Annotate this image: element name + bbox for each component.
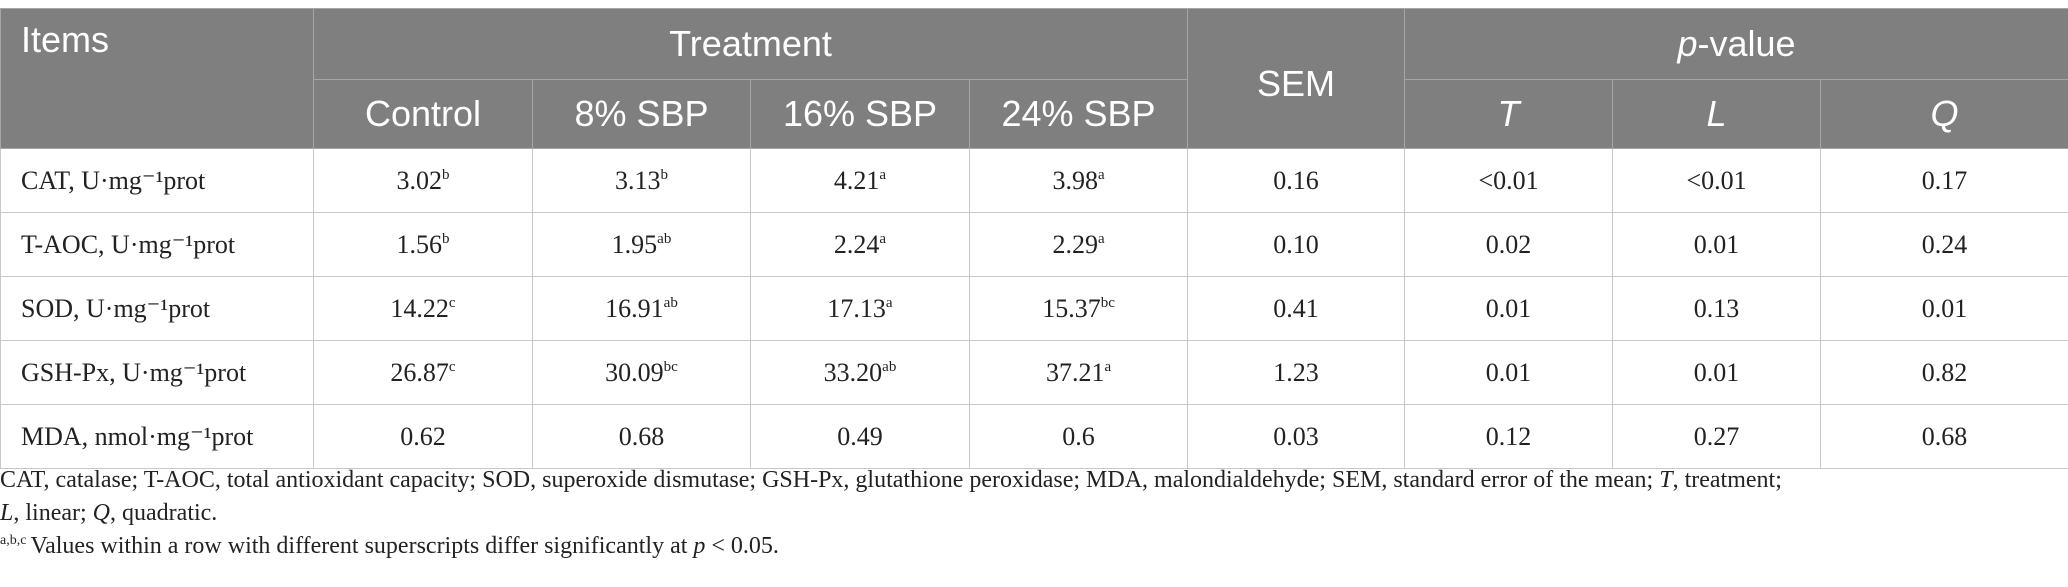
- cell-sem: 0.41: [1187, 276, 1406, 341]
- cell-24-sbp: 3.98a: [968, 148, 1189, 213]
- cell-8-sbp: 3.13b: [532, 148, 751, 213]
- cell-8-sbp: 1.95ab: [532, 212, 751, 277]
- cell-q: 0.68: [1820, 404, 2068, 469]
- row-item: T-AOC, U·mg⁻¹prot: [0, 212, 314, 277]
- cell-8-sbp: 16.91ab: [532, 276, 751, 341]
- header-pvalue: p-value: [1404, 8, 2068, 80]
- cell-l: 0.13: [1612, 276, 1822, 341]
- cell-24-sbp: 2.29a: [968, 212, 1189, 277]
- cell-t: 0.01: [1404, 276, 1614, 341]
- cell-24-sbp: 37.21a: [968, 340, 1189, 405]
- cell-16-sbp: 4.21a: [750, 148, 970, 213]
- cell-8-sbp: 30.09bc: [532, 340, 751, 405]
- header-control: Control: [313, 79, 533, 149]
- header-24-sbp: 24% SBP: [968, 79, 1189, 149]
- cell-t: <0.01: [1404, 148, 1614, 213]
- cell-l: 0.01: [1612, 340, 1822, 405]
- cell-control: 26.87c: [313, 340, 533, 405]
- cell-sem: 1.23: [1187, 340, 1406, 405]
- cell-l: 0.01: [1612, 212, 1822, 277]
- table-row: SOD, U·mg⁻¹prot 14.22c 16.91ab 17.13a 15…: [0, 276, 2068, 341]
- table-row: GSH-Px, U·mg⁻¹prot 26.87c 30.09bc 33.20a…: [0, 340, 2068, 405]
- table-row: MDA, nmol·mg⁻¹prot 0.62 0.68 0.49 0.6 0.…: [0, 404, 2068, 469]
- cell-8-sbp: 0.68: [532, 404, 751, 469]
- cell-sem: 0.10: [1187, 212, 1406, 277]
- header-pvalue-p: p: [1677, 23, 1698, 64]
- header-items: Items: [0, 8, 314, 149]
- cell-sem: 0.16: [1187, 148, 1406, 213]
- cell-l: <0.01: [1612, 148, 1822, 213]
- header-treatment: Treatment: [312, 8, 1189, 80]
- cell-t: 0.01: [1404, 340, 1614, 405]
- abbreviation-note: CAT, catalase; T-AOC, total antioxidant …: [0, 467, 1782, 526]
- cell-t: 0.12: [1404, 404, 1614, 469]
- table-row: CAT, U·mg⁻¹prot 3.02b 3.13b 4.21a 3.98a …: [0, 148, 2068, 213]
- row-item: CAT, U·mg⁻¹prot: [0, 148, 314, 213]
- cell-q: 0.01: [1820, 276, 2068, 341]
- header-t: T: [1404, 79, 1614, 149]
- row-item: GSH-Px, U·mg⁻¹prot: [0, 340, 314, 405]
- antioxidant-table: Items Treatment SEM p-value Control 8% S…: [0, 8, 2068, 469]
- cell-control: 1.56b: [313, 212, 533, 277]
- row-item: SOD, U·mg⁻¹prot: [0, 276, 314, 341]
- cell-control: 3.02b: [313, 148, 533, 213]
- cell-q: 0.24: [1820, 212, 2068, 277]
- header-sem: SEM: [1187, 8, 1406, 149]
- cell-16-sbp: 2.24a: [750, 212, 970, 277]
- significance-note: a,b,c Values within a row with different …: [0, 533, 779, 559]
- header-8-sbp: 8% SBP: [532, 79, 751, 149]
- cell-l: 0.27: [1612, 404, 1822, 469]
- header-16-sbp: 16% SBP: [750, 79, 970, 149]
- cell-sem: 0.03: [1187, 404, 1406, 469]
- header-l: L: [1612, 79, 1822, 149]
- cell-16-sbp: 33.20ab: [750, 340, 970, 405]
- cell-24-sbp: 0.6: [968, 404, 1189, 469]
- header-q: Q: [1820, 79, 2068, 149]
- cell-16-sbp: 0.49: [750, 404, 970, 469]
- header-pvalue-rest: -value: [1697, 23, 1796, 64]
- cell-t: 0.02: [1404, 212, 1614, 277]
- cell-q: 0.82: [1820, 340, 2068, 405]
- table-footnotes: CAT, catalase; T-AOC, total antioxidant …: [0, 464, 2060, 563]
- cell-control: 14.22c: [313, 276, 533, 341]
- cell-q: 0.17: [1820, 148, 2068, 213]
- table-row: T-AOC, U·mg⁻¹prot 1.56b 1.95ab 2.24a 2.2…: [0, 212, 2068, 277]
- cell-control: 0.62: [313, 404, 533, 469]
- row-item: MDA, nmol·mg⁻¹prot: [0, 404, 314, 469]
- cell-24-sbp: 15.37bc: [968, 276, 1189, 341]
- cell-16-sbp: 17.13a: [750, 276, 970, 341]
